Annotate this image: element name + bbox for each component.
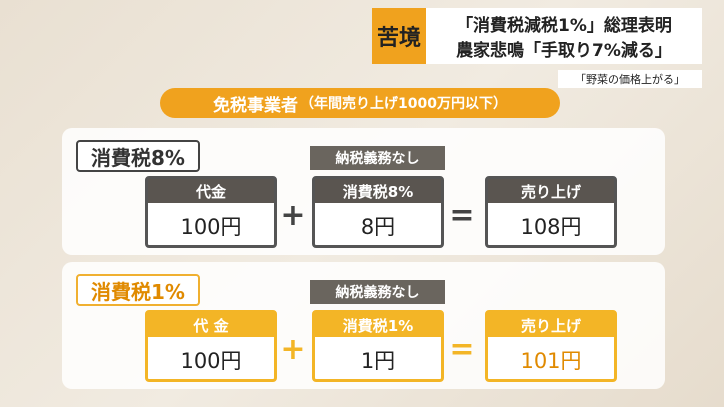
term-value: 108円 [520,214,582,239]
operator: = [449,331,475,367]
term-label: 売り上げ [488,179,614,203]
term-box: 消費税1% 1円 [312,310,444,382]
term-label: 代金 [148,179,274,203]
term-label: 代 金 [148,313,274,337]
term-value: 101円 [520,348,582,373]
note: 納税義務なし [310,280,445,304]
headline-line: 「消費税減税1%」総理表明 [456,16,672,36]
operator: + [280,197,306,233]
operator: = [449,197,475,233]
term-value: 100円 [180,214,242,239]
term-box: 消費税8% 8円 [312,176,444,248]
term-box: 代金 100円 [145,176,277,248]
term-value: 8円 [360,214,396,239]
title-text: 免税事業者 [213,95,299,116]
title-note: （年間売り上げ1000万円以下） [300,96,507,112]
panel-label: 消費税8% [76,140,200,172]
term-label: 消費税8% [315,179,441,203]
operator: + [280,331,306,367]
headline-line: 農家悲鳴「手取り7%減る」 [456,41,672,61]
tag: 苦境 [372,8,426,64]
term-box: 代 金 100円 [145,310,277,382]
term-label: 売り上げ [488,313,614,337]
panel: 消費税1% 納税義務なし代 金 100円 消費税1% 1円 売り上げ 101円 + = [62,262,665,389]
term-box: 売り上げ 108円 [485,176,617,248]
panel: 消費税8% 納税義務なし代金 100円 消費税8% 8円 売り上げ 108円 + = [62,128,665,255]
term-box: 売り上げ 101円 [485,310,617,382]
headline: 「消費税減税1%」総理表明 農家悲鳴「手取り7%減る」 [426,8,702,64]
subheadline: 「野菜の価格上がる」 [558,70,702,88]
note: 納税義務なし [310,146,445,170]
term-value: 1円 [360,348,396,373]
title: 免税事業者 （年間売り上げ1000万円以下） [160,88,560,118]
term-label: 消費税1% [315,313,441,337]
panel-label: 消費税1% [76,274,200,306]
term-value: 100円 [180,348,242,373]
